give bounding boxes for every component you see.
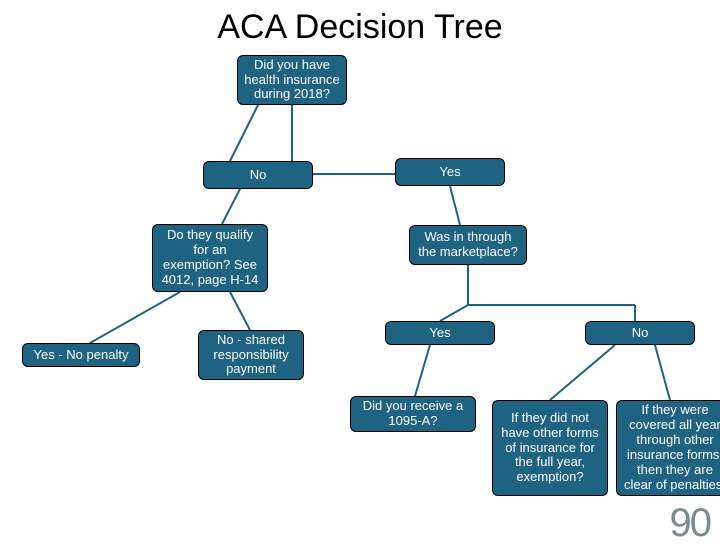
edge-no2_br — [655, 345, 670, 400]
node-q1095a: Did you receive a 1095-A? — [350, 396, 476, 432]
edge-market_yes — [440, 305, 468, 321]
page-number: 90 — [670, 501, 711, 546]
node-clear: If they were covered all year through ot… — [616, 400, 720, 496]
edge-exemption_bl — [90, 292, 180, 343]
node-no1: No — [203, 161, 313, 189]
edge-no1_b — [222, 189, 240, 224]
node-root: Did you have health insurance during 201… — [237, 55, 347, 105]
node-exemption: Do they qualify for an exemption? See 40… — [152, 224, 268, 292]
edge-root_l — [230, 105, 258, 161]
node-yes2: Yes — [385, 321, 495, 345]
edge-yes1_b — [450, 186, 460, 225]
node-no2: No — [585, 321, 695, 345]
node-yes_nopen: Yes - No penalty — [22, 343, 140, 367]
edge-exemption_br — [230, 292, 250, 330]
node-no_shared: No - shared responsibility payment — [198, 330, 304, 380]
page-title: ACA Decision Tree — [217, 8, 502, 47]
node-marketplace: Was in through the marketplace? — [409, 225, 527, 265]
node-no_other: If they did not have other forms of insu… — [492, 400, 608, 496]
edge-yes2_b — [415, 345, 430, 396]
node-yes1: Yes — [395, 158, 505, 186]
connector-layer — [0, 0, 720, 540]
edge-no2_bl — [550, 345, 615, 400]
